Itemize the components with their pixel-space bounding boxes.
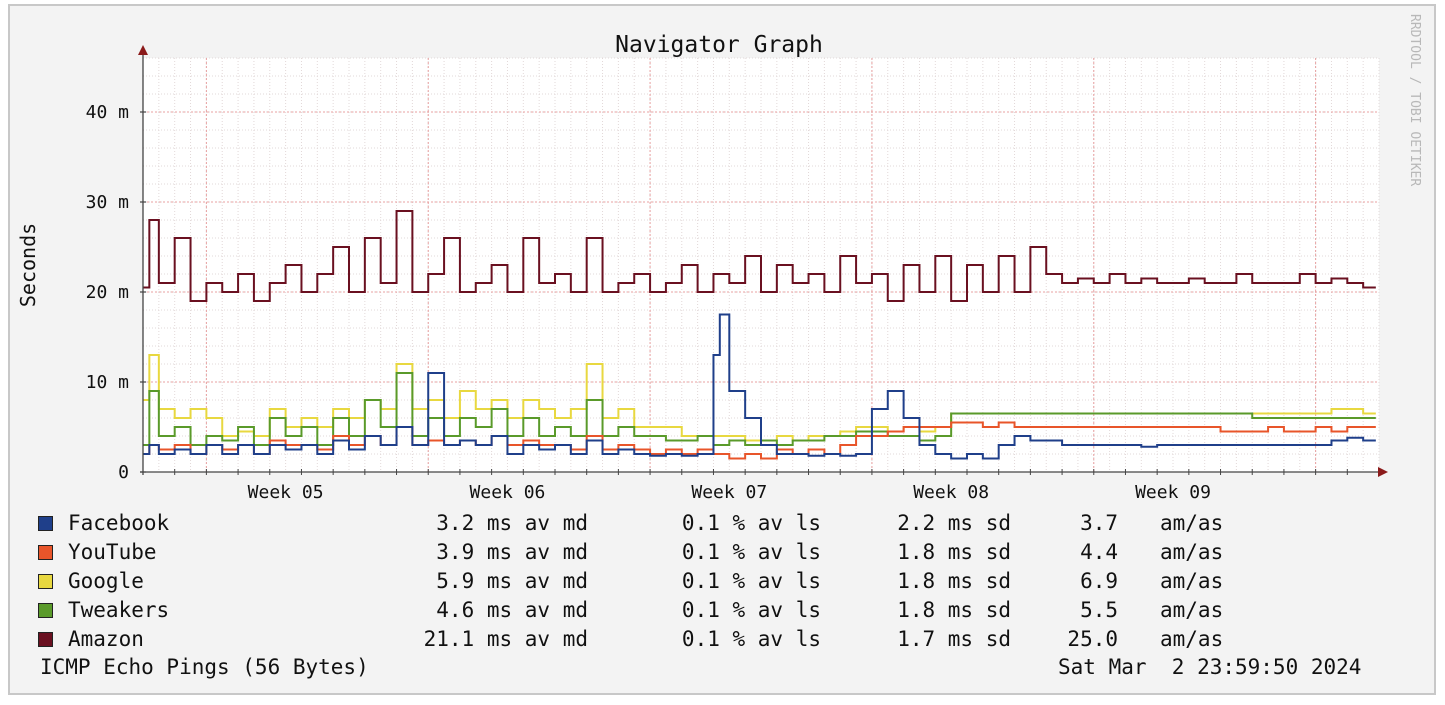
legend-value-ls: 0.1 % av ls — [681, 598, 821, 622]
legend-series-name: Google — [68, 569, 144, 593]
legend-swatch — [38, 574, 53, 589]
legend-swatch — [38, 516, 53, 531]
legend-value-md: 3.2 ms av md — [436, 511, 588, 535]
legend-series-name: Tweakers — [68, 598, 170, 622]
legend-row-facebook: Facebook 3.2 ms av md 0.1 % av ls 2.2 ms sd… — [38, 511, 1238, 539]
series-line-amazon — [143, 210, 1376, 302]
legend-value-amas: 25.0 — [1067, 627, 1118, 651]
legend-swatch — [38, 603, 53, 618]
legend-row-google: Google 5.9 ms av md 0.1 % av ls 1.8 ms sd 6.… — [38, 569, 1238, 597]
legend-value-amas-unit: am/as — [1160, 511, 1224, 535]
legend-value-md: 4.6 ms av md — [436, 598, 588, 622]
legend-value-md: 3.9 ms av md — [436, 540, 588, 564]
legend-value-sd: 2.2 ms sd — [897, 511, 1011, 535]
y-axis-label: Seconds — [16, 223, 40, 307]
legend-value-amas: 4.4 — [1080, 540, 1118, 564]
legend-row-youtube: YouTube 3.9 ms av md 0.1 % av ls 1.8 ms sd 4… — [38, 540, 1238, 568]
legend-value-ls: 0.1 % av ls — [681, 627, 821, 651]
x-axis-arrow — [1378, 467, 1388, 477]
legend-value-sd: 1.8 ms sd — [897, 569, 1011, 593]
legend-swatch — [38, 632, 53, 647]
y-tick-label: 10 m — [86, 372, 129, 393]
legend-value-amas-unit: am/as — [1160, 569, 1224, 593]
chart-title: Navigator Graph — [615, 32, 823, 58]
y-tick-label: 20 m — [86, 282, 129, 303]
footer-caption: ICMP Echo Pings (56 Bytes) — [40, 655, 369, 679]
legend-row-tweakers: Tweakers 4.6 ms av md 0.1 % av ls 1.8 ms sd… — [38, 598, 1238, 626]
legend-value-md: 21.1 ms av md — [423, 627, 588, 651]
x-tick-label: Week 08 — [913, 482, 989, 503]
legend-value-sd: 1.8 ms sd — [897, 598, 1011, 622]
y-tick-label: 40 m — [86, 102, 129, 123]
y-ticks: 0 10 m 20 m 30 m 40 m — [86, 102, 146, 483]
legend-value-amas: 3.7 — [1080, 511, 1118, 535]
legend-series-name: YouTube — [68, 540, 157, 564]
y-tick-label: 0 — [118, 462, 129, 483]
footer-timestamp: Sat Mar 2 23:59:50 2024 — [1058, 655, 1362, 679]
legend-value-ls: 0.1 % av ls — [681, 540, 821, 564]
legend-value-sd: 1.7 ms sd — [897, 627, 1011, 651]
legend-value-amas-unit: am/as — [1160, 598, 1224, 622]
series — [142, 210, 1376, 460]
legend-row-amazon: Amazon 21.1 ms av md 0.1 % av ls 1.7 ms sd 2… — [38, 627, 1238, 655]
legend-value-amas-unit: am/as — [1160, 627, 1224, 651]
legend-value-sd: 1.8 ms sd — [897, 540, 1011, 564]
y-axis-arrow — [138, 45, 148, 55]
series-line-facebook — [143, 313, 1376, 460]
x-tick-label: Week 09 — [1135, 482, 1211, 503]
legend-value-amas: 6.9 — [1080, 569, 1118, 593]
y-tick-label: 30 m — [86, 192, 129, 213]
legend-value-ls: 0.1 % av ls — [681, 511, 821, 535]
x-tick-label: Week 06 — [470, 482, 546, 503]
legend-value-md: 5.9 ms av md — [436, 569, 588, 593]
legend-swatch — [38, 545, 53, 560]
watermark: RRDTOOL / TOBI OETIKER — [1407, 14, 1422, 186]
legend-series-name: Amazon — [68, 627, 144, 651]
legend-value-amas-unit: am/as — [1160, 540, 1224, 564]
x-tick-label: Week 05 — [248, 482, 324, 503]
legend-series-name: Facebook — [68, 511, 170, 535]
x-tick-label: Week 07 — [691, 482, 767, 503]
x-ticks: Week 05 Week 06 Week 07 Week 08 Week 09 — [142, 469, 1380, 503]
legend-value-ls: 0.1 % av ls — [681, 569, 821, 593]
axes — [138, 45, 1388, 477]
legend-value-amas: 5.5 — [1080, 598, 1118, 622]
